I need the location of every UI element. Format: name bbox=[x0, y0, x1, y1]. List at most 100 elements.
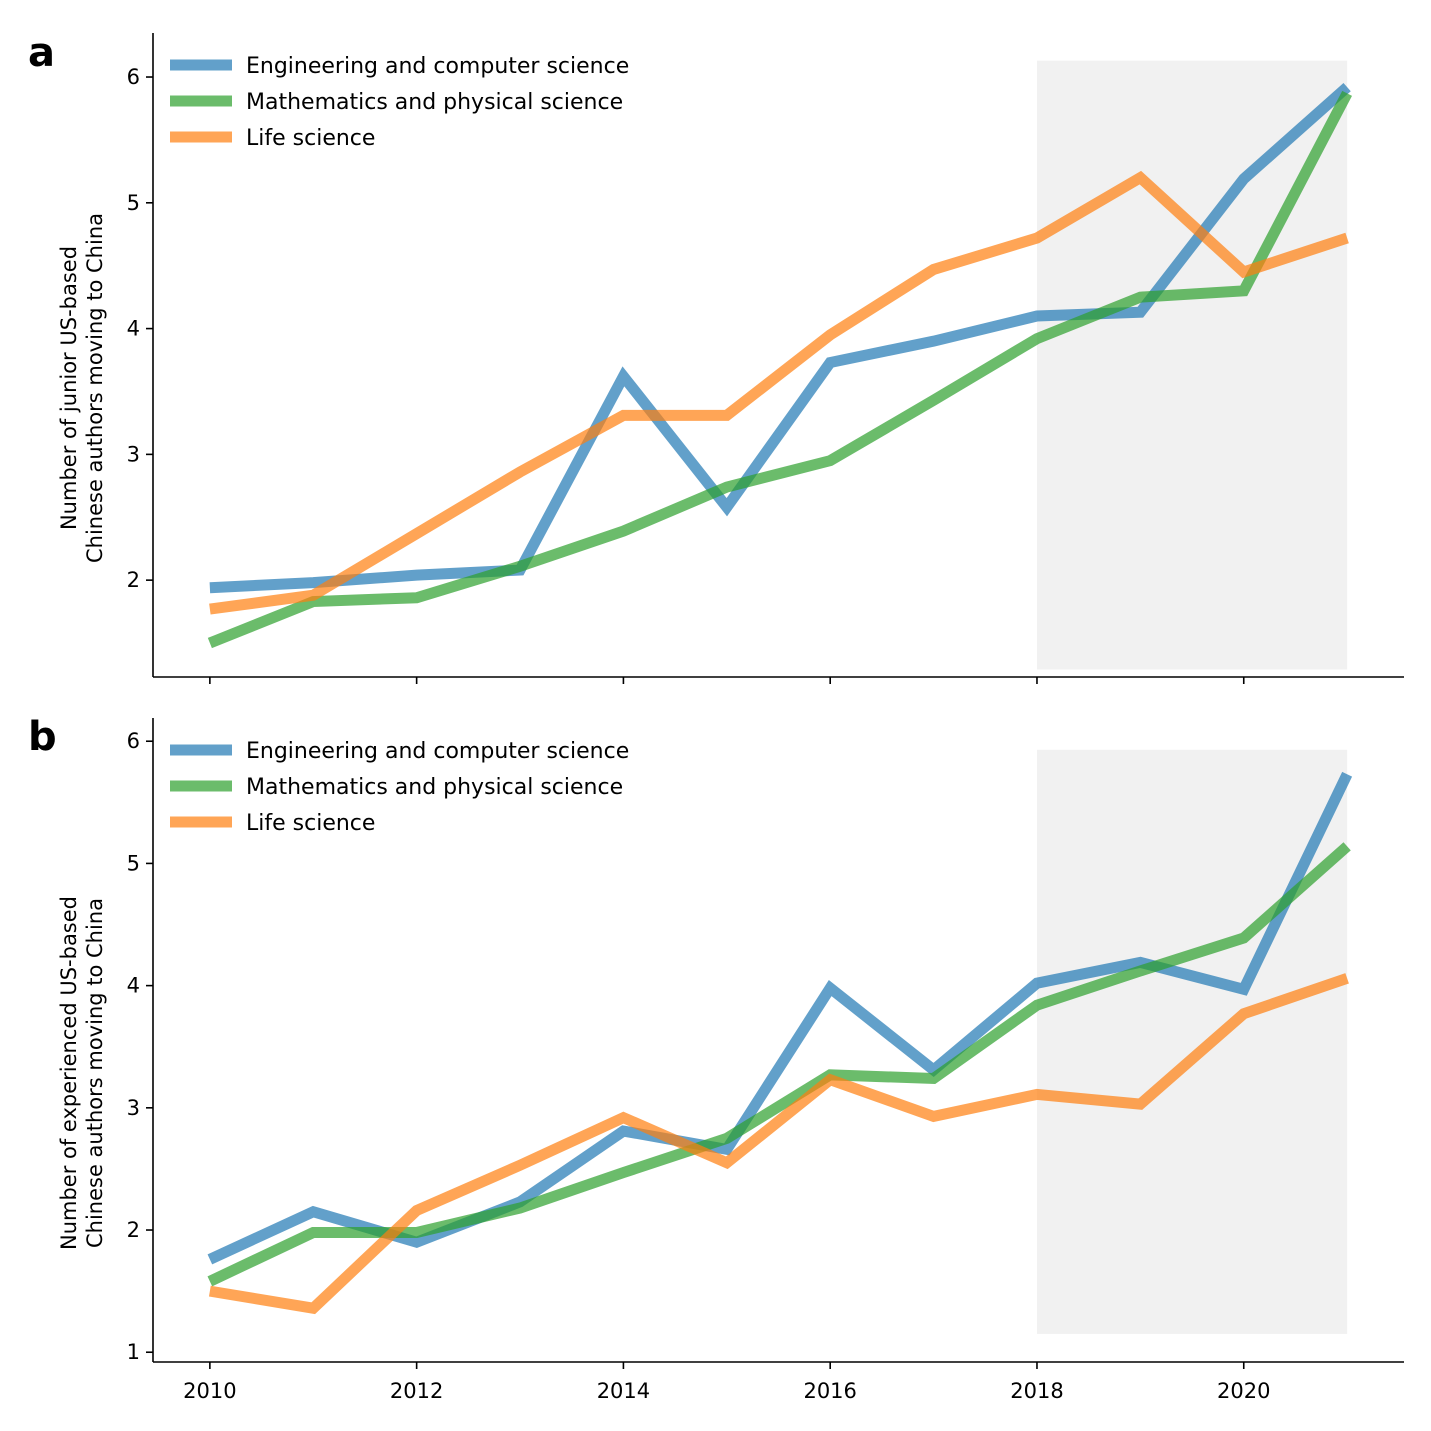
data-point bbox=[620, 528, 626, 534]
data-point bbox=[931, 338, 937, 344]
data-point bbox=[517, 469, 523, 475]
data-point bbox=[414, 572, 420, 578]
data-point bbox=[207, 606, 213, 612]
shaded-region bbox=[1036, 749, 1348, 1334]
y-tick-label: 5 bbox=[127, 851, 140, 875]
data-point bbox=[827, 458, 833, 464]
data-point bbox=[1137, 309, 1143, 315]
data-point bbox=[724, 412, 730, 418]
data-point bbox=[827, 360, 833, 366]
legend-entry: Engineering and computer science bbox=[246, 54, 629, 79]
panel-a: 2 3 4 5 6 Number of junior US-based Chinese au… bbox=[28, 30, 1404, 684]
data-point bbox=[620, 1170, 626, 1176]
legend: Engineering and computer science Mathemat… bbox=[170, 54, 629, 151]
y-axis-label: Number of junior US-based bbox=[57, 246, 81, 530]
data-point bbox=[310, 580, 316, 586]
y-tick-label: 4 bbox=[127, 974, 140, 998]
data-point bbox=[207, 1278, 213, 1284]
data-point bbox=[1034, 1091, 1040, 1097]
data-point bbox=[1241, 935, 1247, 941]
data-point bbox=[724, 504, 730, 510]
data-point bbox=[931, 1113, 937, 1119]
y-tick-label: 6 bbox=[127, 65, 140, 89]
data-point bbox=[1344, 843, 1350, 849]
y-tick-label: 1 bbox=[127, 1340, 140, 1364]
data-point bbox=[1344, 771, 1350, 777]
data-point bbox=[620, 412, 626, 418]
data-point bbox=[724, 1146, 730, 1152]
data-point bbox=[1137, 175, 1143, 181]
y-axis-label: Chinese authors moving to China bbox=[83, 213, 107, 563]
shaded-region bbox=[1036, 60, 1348, 670]
y-tick-label: 2 bbox=[127, 1218, 140, 1242]
data-point bbox=[1137, 294, 1143, 300]
legend-entry: Engineering and computer science bbox=[246, 739, 629, 764]
data-point bbox=[620, 1115, 626, 1121]
data-point bbox=[1241, 288, 1247, 294]
x-tick-label: 2012 bbox=[390, 1379, 443, 1403]
data-point bbox=[1241, 986, 1247, 992]
data-point bbox=[414, 595, 420, 601]
series-line bbox=[208, 973, 1349, 1315]
data-point bbox=[1344, 90, 1350, 96]
data-point bbox=[310, 592, 316, 598]
data-point bbox=[414, 1207, 420, 1213]
data-point bbox=[1344, 975, 1350, 981]
data-point bbox=[724, 1135, 730, 1141]
y-axis-label: Chinese authors moving to China bbox=[83, 898, 107, 1248]
x-tick-label: 2014 bbox=[597, 1379, 650, 1403]
y-tick-label: 6 bbox=[127, 729, 140, 753]
y-tick-label: 4 bbox=[127, 317, 140, 341]
data-point bbox=[1241, 1011, 1247, 1017]
data-point bbox=[827, 985, 833, 991]
data-point bbox=[1241, 176, 1247, 182]
data-point bbox=[207, 1256, 213, 1262]
data-point bbox=[1241, 269, 1247, 275]
legend-entry: Mathematics and physical science bbox=[246, 775, 623, 800]
data-point bbox=[1344, 235, 1350, 241]
x-tick-label: 2020 bbox=[1217, 1379, 1270, 1403]
data-point bbox=[517, 563, 523, 569]
data-point bbox=[414, 1229, 420, 1235]
data-point bbox=[1137, 968, 1143, 974]
data-point bbox=[724, 484, 730, 490]
data-point bbox=[310, 1305, 316, 1311]
y-tick-label: 3 bbox=[127, 442, 140, 466]
series-line bbox=[209, 170, 1349, 615]
data-point bbox=[1034, 1002, 1040, 1008]
y-tick-label: 3 bbox=[127, 1096, 140, 1120]
legend-entry: Life science bbox=[246, 811, 375, 836]
panel-label: b bbox=[28, 714, 57, 760]
data-point bbox=[207, 585, 213, 591]
data-point bbox=[1034, 313, 1040, 319]
x-tick-label: 2016 bbox=[803, 1379, 856, 1403]
data-point bbox=[1137, 1101, 1143, 1107]
data-point bbox=[931, 397, 937, 403]
data-point bbox=[827, 1077, 833, 1083]
data-point bbox=[1137, 959, 1143, 965]
y-tick-label: 2 bbox=[127, 568, 140, 592]
series-line bbox=[209, 82, 1351, 594]
data-point bbox=[1034, 980, 1040, 986]
y-tick-label: 5 bbox=[127, 191, 140, 215]
data-point bbox=[414, 1239, 420, 1245]
data-point bbox=[1034, 336, 1040, 342]
data-point bbox=[517, 1205, 523, 1211]
panel-label: a bbox=[28, 30, 55, 76]
data-point bbox=[1034, 235, 1040, 241]
x-tick-label: 2018 bbox=[1010, 1379, 1063, 1403]
data-point bbox=[931, 266, 937, 272]
panel-b: 1 2 3 4 5 6 2010 2012 2014 2016 2018 2020 Number of … bbox=[28, 714, 1404, 1403]
series-line bbox=[207, 90, 1353, 649]
y-axis-label: Number of experienced US-based bbox=[57, 896, 81, 1250]
data-point bbox=[207, 640, 213, 646]
data-point bbox=[724, 1160, 730, 1166]
data-point bbox=[414, 531, 420, 537]
x-tick-label: 2010 bbox=[183, 1379, 236, 1403]
data-point bbox=[310, 1209, 316, 1215]
legend: Engineering and computer science Mathemat… bbox=[170, 739, 629, 836]
data-point bbox=[931, 1075, 937, 1081]
data-point bbox=[207, 1288, 213, 1294]
data-point bbox=[1344, 84, 1350, 90]
